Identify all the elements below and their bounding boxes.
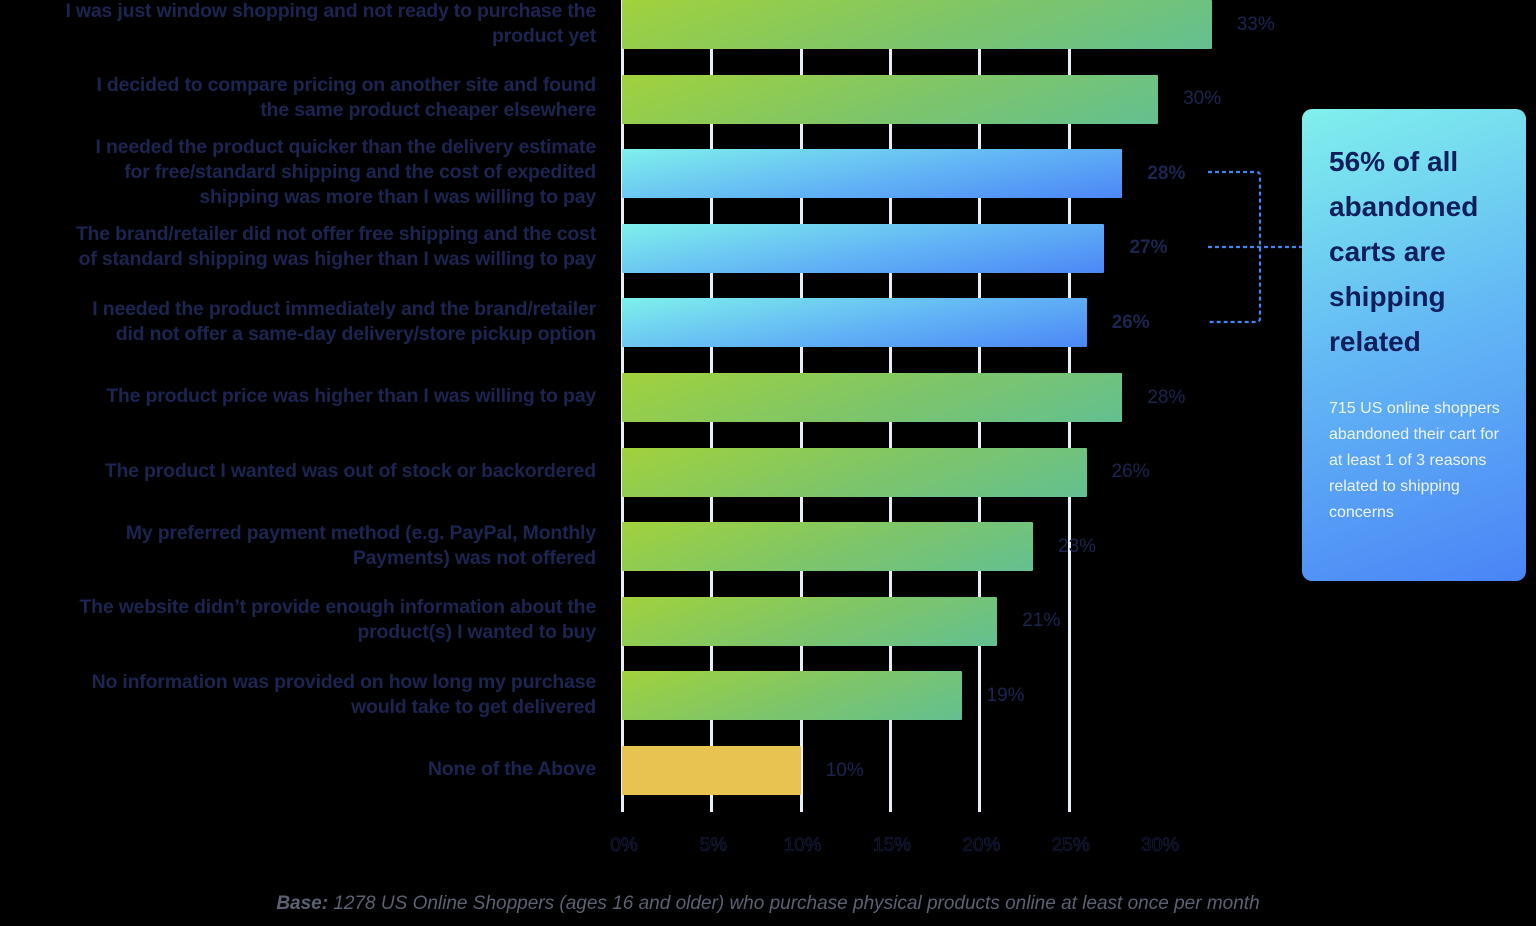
row-label: I needed the product immediately and the… [0,297,596,347]
bar [622,0,1212,49]
row-label-line: product yet [492,24,596,47]
row-label-line: The brand/retailer did not offer free sh… [75,223,596,246]
row-label-line: I decided to compare pricing on another … [96,74,597,97]
bar [622,373,1123,422]
callout-headline: 56% of all abandoned carts are shipping … [1329,146,1479,357]
bar [622,74,1159,124]
row-label: My preferred payment method (e.g. PayPal… [0,521,596,571]
x-axis-tick-label: 20% [962,835,1001,857]
x-axis-tick-label: 10% [783,835,822,857]
bar [622,522,1033,572]
bar [622,596,998,646]
row-label: The product I wanted was out of stock or… [0,459,596,484]
x-axis-tick-label: 0% [610,835,638,857]
x-axis-tick-label: 15% [873,835,912,857]
row-label-line: shipping was more than I was willing to … [199,186,596,209]
row-label-line: No information was provided on how long … [91,670,597,693]
bar-shipping [622,223,1105,273]
row-label: No information was provided on how long … [0,670,597,720]
row-label-line: of standard shipping was higher than I w… [78,248,597,271]
row-label-line: I needed the product immediately and the… [92,297,596,320]
row-label-line: I needed the product quicker than the de… [95,136,597,159]
row-label: The product price was higher than I was … [0,384,596,409]
shipping-callout-card: 56% of all abandoned carts are shipping … [1302,109,1526,581]
row-label: None of the Above [0,757,596,782]
row-label-line: The product I wanted was out of stock or… [104,459,596,482]
base-footnote: Base: 1278 US Online Shoppers (ages 16 a… [0,893,1536,915]
value-label: 27% [1129,237,1168,259]
footnote-text: 1278 US Online Shoppers (ages 16 and old… [328,893,1260,914]
value-label: 28% [1147,386,1186,408]
row-label: I was just window shopping and not ready… [0,0,596,49]
row-label-line: The product price was higher than I was … [106,385,596,407]
row-label-line: I was just window shopping and not ready… [65,0,596,22]
value-label: 21% [1022,610,1061,632]
row-label: The website didn’t provide enough inform… [0,595,596,645]
value-label: 30% [1183,88,1222,110]
x-axis-tick-label: 25% [1051,835,1090,857]
value-label: 23% [1058,535,1097,557]
row-label-line: the same product cheaper elsewhere [260,99,596,122]
row-label-line: did not offer a same-day delivery/store … [115,322,596,345]
row-label: I decided to compare pricing on another … [0,73,597,123]
value-label: 28% [1147,162,1186,184]
x-axis-tick-label: 5% [699,835,728,857]
row-label-line: None of the Above [427,758,596,780]
value-label: 19% [986,684,1025,706]
footnote-bold-label: Base: [276,893,329,914]
value-label: 10% [825,759,864,781]
value-label: 33% [1236,13,1275,35]
bar-none [622,746,801,795]
row-label-line: The website didn’t provide enough inform… [79,596,596,619]
row-label-line: product(s) I wanted to buy [357,621,596,644]
row-label-line: My preferred payment method (e.g. PayPal… [125,521,596,544]
x-axis-tick-label: 30% [1141,835,1180,857]
bar-shipping [622,298,1087,348]
callout-body: 715 US online shoppers abandoned their c… [1329,400,1500,521]
bar [622,447,1087,497]
row-label-line: would take to get delivered [351,695,596,718]
row-label-line: for free/standard shipping and the cost … [124,161,596,184]
bar-shipping [622,149,1123,199]
bar [622,671,962,721]
row-label: I needed the product quicker than the de… [0,135,597,210]
value-label: 26% [1111,461,1150,483]
value-label: 26% [1111,311,1150,333]
row-label: The brand/retailer did not offer free sh… [0,222,596,272]
row-label-line: Payments) was not offered [352,546,596,569]
